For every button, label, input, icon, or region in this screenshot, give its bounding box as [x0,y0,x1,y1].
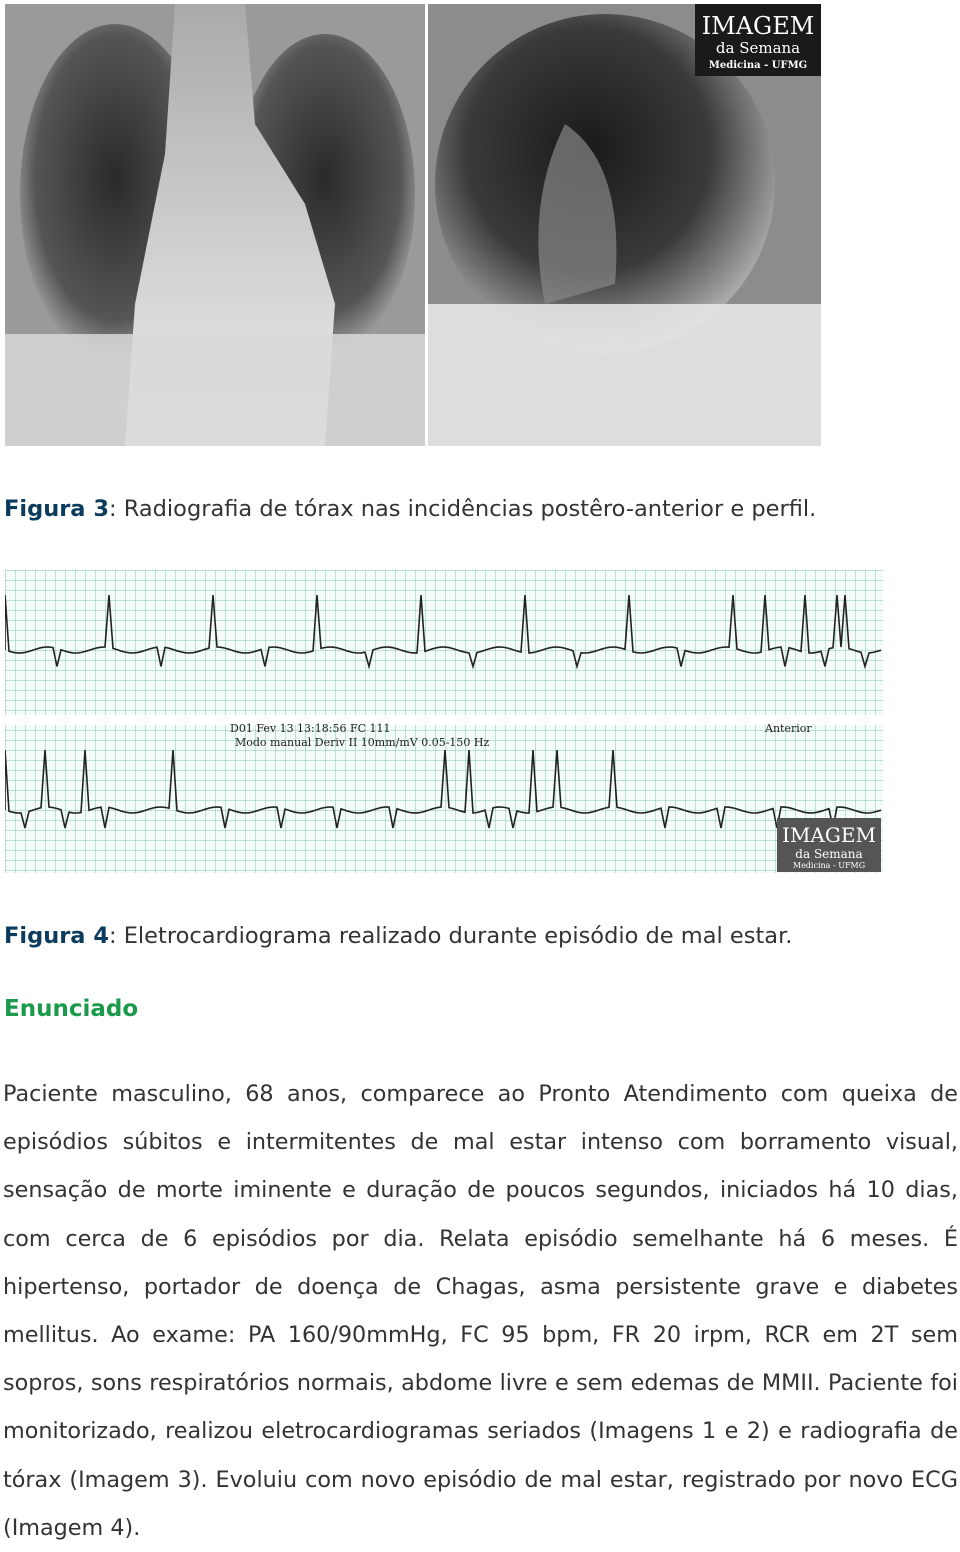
section-heading: Enunciado [4,996,139,1022]
ecg-marker: Anterior [764,722,812,735]
ecg-header: Modo manual Deriv II 10mm/mV 0.05-150 Hz [235,736,490,749]
watermark-title: IMAGEM [702,12,815,40]
figure-caption: Figura 3: Radiografia de tórax nas incid… [4,496,816,522]
ecg-header: D01 Fev 13 13:18:56 FC 111 [230,722,391,735]
figure-label: Figura 3 [4,496,109,522]
watermark-title: IMAGEM [782,823,876,847]
ecg-image: D01 Fev 13 13:18:56 FC 111 Modo manual D… [5,570,883,873]
paragraph: Paciente masculino, 68 anos, comparece a… [3,1081,958,1541]
watermark-subtitle: da Semana [716,39,800,57]
figure-caption: Figura 4: Eletrocardiograma realizado du… [4,923,792,949]
caption-text: : Radiografia de tórax nas incidências p… [108,496,817,522]
caption-text: : Eletrocardiograma realizado durante ep… [108,923,793,949]
watermark-org: Medicina - UFMG [793,861,865,870]
watermark-org: Medicina - UFMG [709,60,807,71]
watermark-subtitle: da Semana [795,847,862,861]
xray-image: IMAGEM da Semana Medicina - UFMG [5,4,821,446]
figure-label: Figura 4 [4,923,109,949]
